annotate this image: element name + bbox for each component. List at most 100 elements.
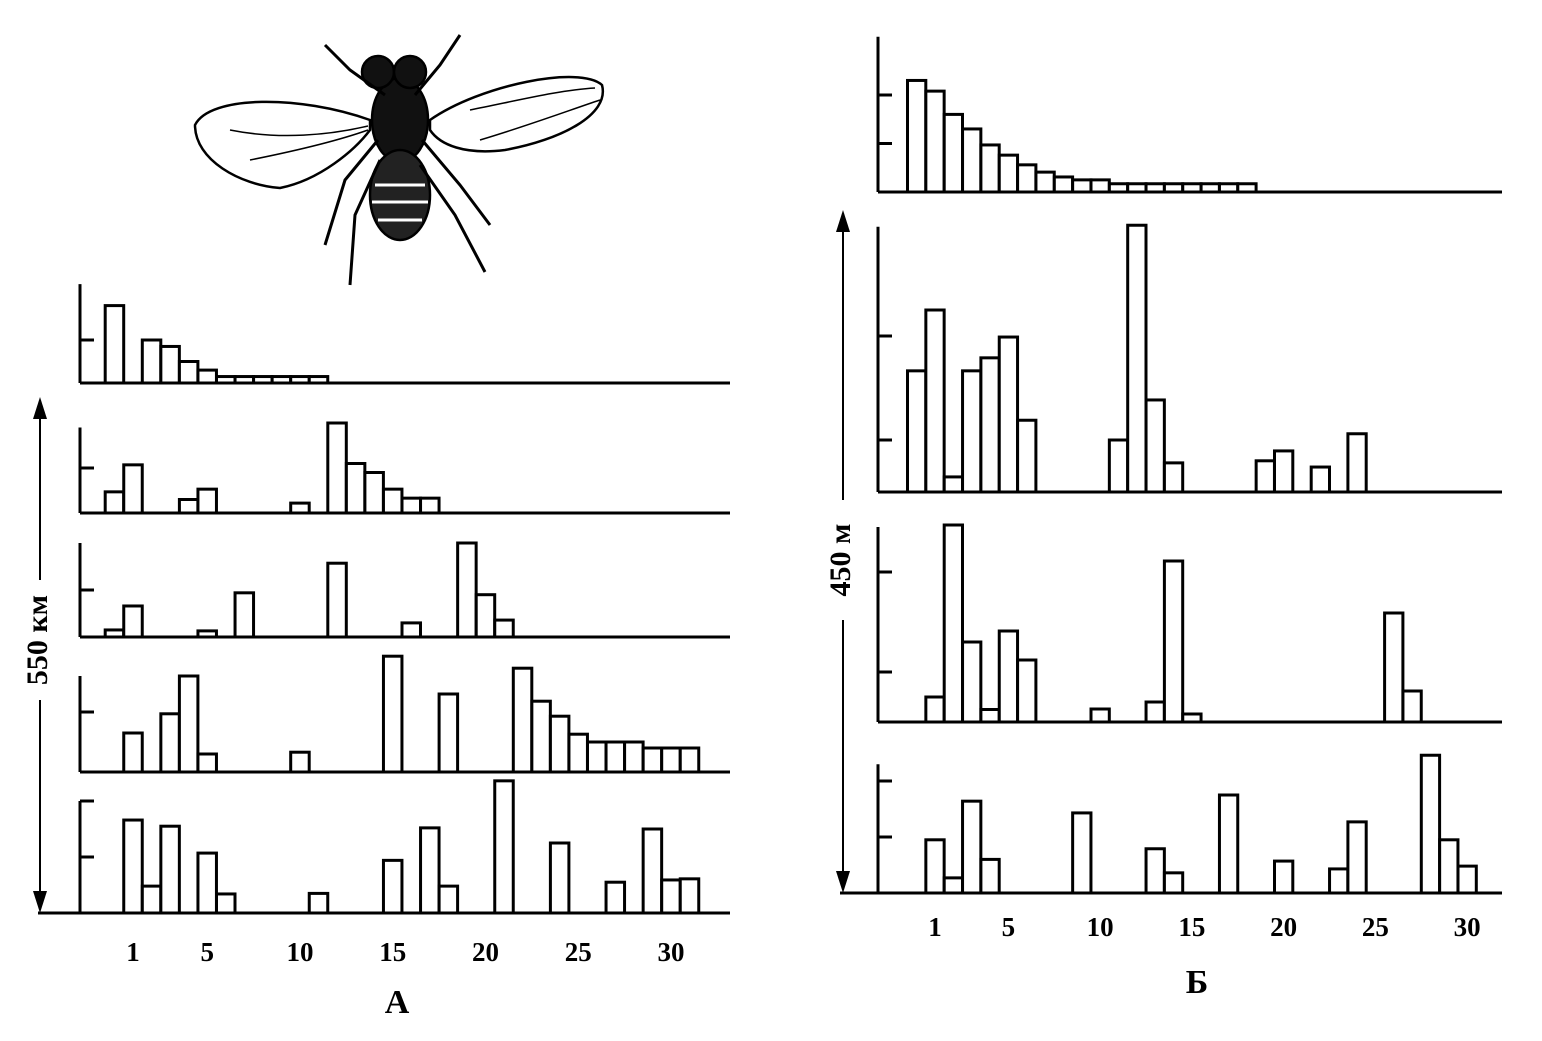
- bar: [942, 876, 965, 895]
- bar: [419, 496, 441, 515]
- bar: [1144, 700, 1166, 724]
- bar: [437, 884, 460, 915]
- bar: [567, 732, 589, 774]
- bar: [1419, 753, 1442, 895]
- x-tick-label: 10: [286, 937, 313, 967]
- bar: [1052, 175, 1075, 194]
- bar: [548, 714, 571, 774]
- bar: [1162, 461, 1185, 494]
- bar: [924, 838, 946, 895]
- bar: [997, 153, 1020, 194]
- bar: [307, 375, 330, 385]
- bar: [215, 375, 237, 385]
- bar: [437, 692, 460, 774]
- bar: [1162, 559, 1185, 724]
- bar: [1273, 449, 1295, 494]
- bar: [140, 338, 163, 385]
- bar: [1199, 182, 1221, 194]
- x-tick-label: 30: [1454, 912, 1481, 942]
- bar: [1089, 707, 1111, 724]
- bar: [252, 375, 274, 385]
- bar: [159, 824, 181, 915]
- bar: [474, 593, 497, 639]
- x-tick-label: 20: [472, 937, 499, 967]
- bar: [381, 858, 404, 915]
- bar: [660, 878, 682, 915]
- bar: [122, 463, 144, 515]
- bar: [122, 731, 144, 774]
- bar: [678, 877, 701, 915]
- arrow-head: [33, 891, 47, 913]
- bar: [381, 654, 404, 774]
- bar: [1107, 182, 1130, 194]
- bar: [1309, 465, 1331, 494]
- bar: [493, 779, 515, 915]
- bar: [641, 827, 664, 915]
- x-tick-label: 10: [1087, 912, 1114, 942]
- bar: [344, 462, 367, 515]
- x-tick-label: 30: [657, 937, 684, 967]
- bar: [196, 851, 218, 915]
- bar: [1401, 689, 1423, 724]
- bar: [381, 487, 404, 515]
- bar: [103, 490, 126, 515]
- bar: [660, 746, 682, 774]
- bar: [400, 621, 422, 639]
- bar: [1383, 611, 1405, 724]
- bar: [177, 498, 200, 515]
- bar: [1034, 170, 1056, 194]
- bar: [1217, 793, 1240, 895]
- x-tick-label: 5: [200, 937, 214, 967]
- bar: [196, 368, 218, 385]
- bar: [1071, 811, 1093, 895]
- x-tick-label: 25: [565, 937, 592, 967]
- bar: [1217, 182, 1240, 194]
- bar: [159, 344, 181, 385]
- bar: [997, 629, 1020, 724]
- x-tick-label: 20: [1270, 912, 1297, 942]
- bar: [604, 740, 627, 774]
- bar: [1107, 438, 1130, 494]
- bar: [906, 78, 928, 194]
- bar: [961, 127, 983, 194]
- bar: [997, 335, 1020, 494]
- x-tick-label: 1: [928, 912, 942, 942]
- fly-illustration: [193, 34, 605, 286]
- bar: [326, 421, 348, 515]
- bar: [623, 740, 645, 774]
- bar: [979, 708, 1001, 724]
- bar: [1273, 859, 1295, 895]
- bar: [289, 375, 311, 385]
- bar: [159, 712, 181, 774]
- bar: [103, 628, 126, 639]
- bar: [177, 360, 200, 385]
- bar: [1016, 163, 1038, 194]
- bar: [122, 818, 144, 915]
- bar: [1071, 178, 1093, 194]
- x-tick-label: 5: [1002, 912, 1016, 942]
- bar: [1162, 871, 1185, 895]
- bar: [419, 826, 441, 915]
- bar: [289, 501, 311, 515]
- bar: [307, 891, 330, 915]
- bar: [1181, 182, 1203, 194]
- bar: [511, 666, 534, 774]
- bar: [961, 799, 983, 895]
- bar: [678, 746, 701, 774]
- bar: [641, 746, 664, 774]
- bar: [400, 496, 422, 515]
- x-tick-label: 25: [1362, 912, 1389, 942]
- bar: [103, 304, 126, 385]
- x-tick-label: 15: [1178, 912, 1205, 942]
- bar: [1254, 459, 1276, 494]
- bar: [1181, 712, 1203, 724]
- bar: [924, 89, 946, 194]
- bar: [456, 541, 478, 639]
- bar: [289, 750, 311, 774]
- bar: [1126, 182, 1148, 194]
- bar: [1016, 658, 1038, 724]
- bar: [196, 752, 218, 774]
- bar: [961, 369, 983, 494]
- bar: [493, 618, 515, 639]
